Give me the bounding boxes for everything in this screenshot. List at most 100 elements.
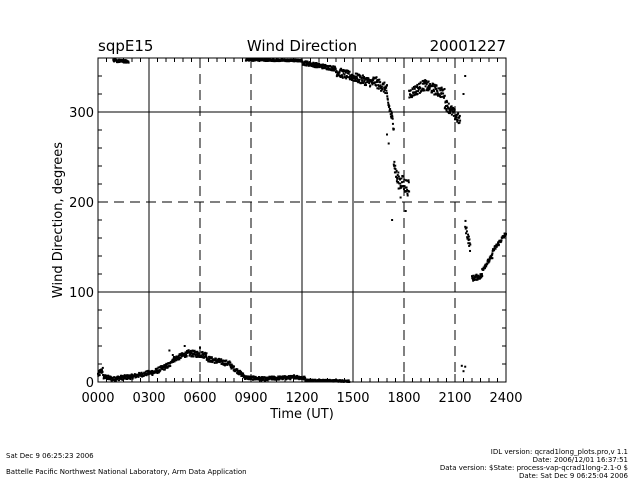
data-point: [400, 177, 403, 180]
data-point: [145, 374, 148, 377]
data-point: [379, 81, 382, 84]
data-point: [201, 356, 204, 359]
data-point: [380, 89, 383, 92]
data-point: [413, 91, 416, 94]
data-point: [437, 94, 439, 97]
data-point: [397, 187, 400, 190]
data-point: [303, 375, 306, 378]
data-point: [405, 190, 408, 193]
data-point: [148, 372, 151, 375]
data-point: [456, 113, 459, 116]
data-point: [172, 356, 175, 359]
data-point: [388, 105, 391, 108]
chart-title: Wind Direction: [247, 37, 357, 55]
data-point: [310, 64, 313, 67]
data-point: [389, 108, 392, 111]
data-point: [178, 358, 181, 361]
data-point: [439, 89, 442, 92]
y-tick-label: 300: [69, 106, 94, 121]
data-point: [350, 77, 353, 80]
data-point: [445, 107, 448, 110]
data-point: [372, 79, 375, 82]
footer-idl-version: IDL version: qcrad1long_plots.pro,v 1.1: [490, 448, 628, 456]
data-point: [435, 84, 438, 87]
data-point: [412, 85, 415, 88]
data-point: [464, 227, 467, 230]
data-point: [387, 142, 390, 145]
data-point: [114, 379, 117, 382]
data-point: [350, 78, 353, 81]
data-point: [221, 359, 224, 362]
data-point: [447, 102, 450, 105]
data-point: [410, 96, 413, 99]
data-point: [371, 83, 374, 86]
data-point: [480, 273, 483, 276]
data-point: [183, 345, 186, 347]
data-point: [424, 79, 427, 82]
data-point: [362, 82, 365, 84]
data-point: [315, 62, 318, 65]
site-label: sqpE15: [98, 37, 153, 55]
data-point: [491, 253, 494, 256]
data-point: [399, 182, 402, 185]
data-point: [490, 255, 493, 258]
data-point: [338, 379, 341, 382]
data-point: [306, 61, 309, 64]
data-point: [436, 92, 439, 95]
data-point: [358, 78, 361, 81]
data-point: [305, 61, 308, 64]
data-point: [204, 351, 207, 354]
data-point: [397, 171, 400, 174]
data-point: [181, 352, 184, 355]
data-point: [454, 118, 456, 121]
data-point: [191, 349, 194, 352]
data-point: [382, 83, 385, 86]
data-point: [103, 374, 106, 377]
data-point: [464, 75, 467, 77]
data-point: [208, 358, 211, 361]
data-point: [171, 354, 174, 356]
data-point: [417, 88, 420, 91]
data-point: [376, 87, 379, 90]
axis-ticks: [97, 57, 507, 383]
data-point: [457, 112, 460, 115]
data-point: [486, 260, 489, 263]
data-point: [262, 378, 265, 381]
data-point: [232, 366, 235, 369]
data-point: [504, 235, 507, 238]
data-point: [214, 357, 217, 360]
data-point: [426, 87, 429, 90]
grid-lines: [98, 58, 506, 382]
data-point: [394, 168, 397, 171]
data-point: [377, 84, 380, 87]
data-point: [440, 88, 443, 91]
data-points: [97, 57, 507, 383]
data-point: [355, 75, 358, 78]
data-point: [129, 376, 132, 379]
data-point: [444, 106, 447, 109]
data-point: [156, 372, 159, 375]
data-point: [360, 76, 363, 79]
data-point: [361, 74, 364, 77]
data-point: [191, 354, 194, 357]
data-point: [302, 378, 305, 381]
data-point: [353, 77, 356, 80]
data-point: [230, 367, 233, 370]
data-point: [343, 70, 346, 73]
data-point: [437, 93, 440, 96]
data-point: [141, 373, 144, 376]
data-point: [115, 378, 118, 381]
data-point: [421, 79, 424, 82]
data-point: [260, 379, 263, 382]
data-point: [194, 354, 197, 357]
data-point: [395, 180, 398, 183]
data-point: [367, 77, 370, 80]
data-point: [411, 95, 414, 98]
data-point: [155, 369, 158, 372]
data-point: [338, 74, 341, 77]
data-point: [406, 194, 409, 197]
data-point: [205, 352, 208, 355]
data-point: [373, 76, 376, 79]
data-point: [318, 66, 321, 69]
data-point: [353, 75, 356, 78]
